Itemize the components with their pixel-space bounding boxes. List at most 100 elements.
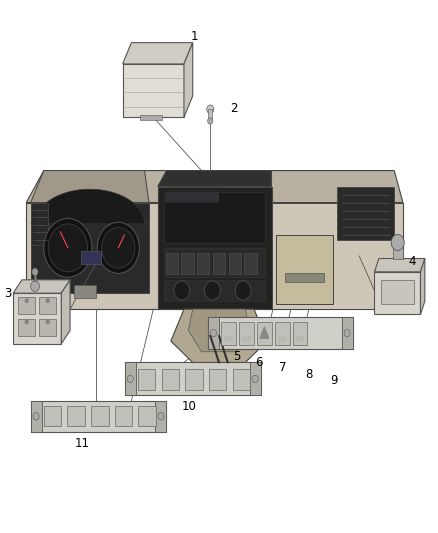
Bar bbox=[229, 253, 241, 274]
Circle shape bbox=[344, 329, 350, 337]
Polygon shape bbox=[125, 362, 261, 395]
Text: 11: 11 bbox=[75, 437, 90, 450]
Polygon shape bbox=[31, 203, 48, 245]
Bar bbox=[257, 322, 272, 345]
Bar bbox=[393, 245, 403, 259]
Bar bbox=[250, 362, 261, 395]
Polygon shape bbox=[13, 280, 70, 293]
Polygon shape bbox=[61, 280, 70, 344]
Bar bbox=[115, 406, 132, 426]
Circle shape bbox=[25, 298, 28, 303]
Bar bbox=[31, 401, 42, 432]
Polygon shape bbox=[260, 327, 269, 338]
Circle shape bbox=[391, 235, 404, 251]
Bar bbox=[164, 280, 265, 301]
Text: 2: 2 bbox=[230, 102, 238, 115]
Circle shape bbox=[210, 329, 216, 337]
Bar bbox=[293, 322, 307, 345]
Bar bbox=[91, 406, 109, 426]
Bar bbox=[242, 336, 251, 342]
Bar bbox=[34, 272, 36, 281]
Polygon shape bbox=[123, 43, 193, 64]
Bar bbox=[138, 406, 156, 426]
Bar bbox=[381, 280, 414, 304]
Text: 1: 1 bbox=[191, 30, 199, 43]
Bar bbox=[285, 273, 324, 282]
Polygon shape bbox=[158, 171, 272, 187]
Bar bbox=[155, 401, 166, 432]
Circle shape bbox=[205, 281, 220, 300]
Circle shape bbox=[48, 224, 88, 272]
Bar bbox=[35, 285, 66, 298]
Polygon shape bbox=[26, 203, 403, 309]
Bar bbox=[140, 115, 162, 120]
Text: 10: 10 bbox=[182, 400, 197, 413]
Bar bbox=[39, 297, 56, 314]
Circle shape bbox=[127, 375, 133, 383]
Bar bbox=[296, 336, 304, 342]
Polygon shape bbox=[420, 259, 425, 314]
Circle shape bbox=[208, 118, 213, 124]
Polygon shape bbox=[276, 235, 333, 304]
Text: 3: 3 bbox=[4, 287, 11, 300]
Polygon shape bbox=[337, 187, 394, 240]
Circle shape bbox=[44, 219, 92, 277]
Bar bbox=[209, 369, 226, 390]
Polygon shape bbox=[31, 401, 166, 432]
Bar bbox=[213, 253, 225, 274]
Bar bbox=[74, 285, 96, 298]
Bar bbox=[239, 322, 254, 345]
Bar bbox=[125, 362, 136, 395]
Polygon shape bbox=[26, 171, 403, 203]
Bar bbox=[35, 297, 50, 309]
Bar bbox=[138, 369, 155, 390]
Circle shape bbox=[25, 320, 28, 324]
Bar bbox=[185, 369, 203, 390]
Text: 5: 5 bbox=[233, 350, 240, 362]
Polygon shape bbox=[188, 309, 250, 352]
Circle shape bbox=[252, 375, 258, 383]
Polygon shape bbox=[374, 272, 420, 314]
Circle shape bbox=[102, 228, 135, 268]
Bar bbox=[67, 406, 85, 426]
Bar bbox=[221, 322, 236, 345]
Bar bbox=[166, 253, 178, 274]
Bar bbox=[81, 251, 101, 264]
Polygon shape bbox=[272, 203, 403, 309]
Polygon shape bbox=[208, 317, 353, 349]
Text: 7: 7 bbox=[279, 361, 286, 374]
Polygon shape bbox=[31, 203, 149, 293]
Circle shape bbox=[33, 413, 39, 420]
Circle shape bbox=[97, 222, 139, 273]
Polygon shape bbox=[184, 43, 193, 117]
Polygon shape bbox=[123, 64, 184, 117]
Circle shape bbox=[46, 298, 49, 303]
Bar bbox=[18, 297, 35, 314]
Circle shape bbox=[31, 281, 39, 292]
Polygon shape bbox=[31, 189, 149, 224]
Bar bbox=[208, 317, 219, 349]
Circle shape bbox=[207, 105, 214, 114]
Text: 9: 9 bbox=[330, 374, 338, 386]
Bar bbox=[208, 109, 212, 120]
Polygon shape bbox=[158, 187, 272, 309]
Bar bbox=[197, 253, 209, 274]
Text: 8: 8 bbox=[305, 368, 312, 381]
Circle shape bbox=[174, 281, 190, 300]
Polygon shape bbox=[374, 259, 425, 272]
Circle shape bbox=[32, 268, 38, 276]
Bar bbox=[342, 317, 353, 349]
Bar bbox=[181, 253, 194, 274]
Bar bbox=[278, 336, 286, 342]
Circle shape bbox=[235, 281, 251, 300]
Bar bbox=[164, 248, 265, 277]
Bar bbox=[164, 192, 265, 243]
Text: 6: 6 bbox=[255, 356, 263, 369]
Circle shape bbox=[158, 413, 164, 420]
Bar bbox=[18, 319, 35, 336]
Text: 4: 4 bbox=[408, 255, 416, 268]
Bar bbox=[162, 369, 179, 390]
Bar bbox=[39, 319, 56, 336]
Bar bbox=[244, 253, 257, 274]
Bar bbox=[233, 369, 250, 390]
